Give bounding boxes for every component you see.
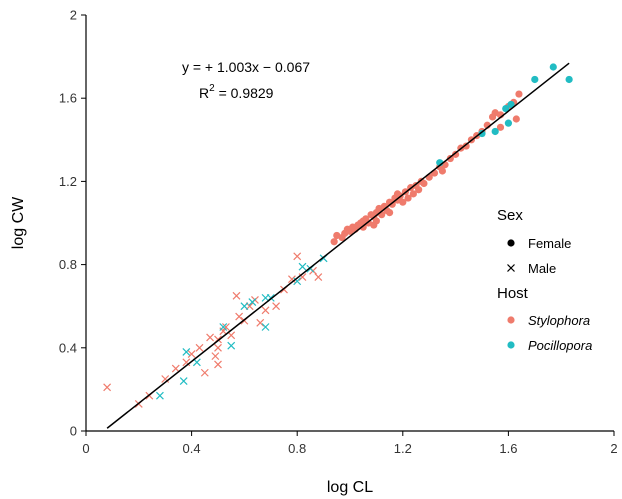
- point-stylophora-female: [386, 209, 394, 217]
- point-pocillopora-female: [507, 100, 515, 109]
- x-tick-label: 0: [82, 441, 89, 456]
- point-pocillopora-male: [240, 302, 249, 311]
- point-pocillopora-female: [504, 119, 512, 127]
- y-tick-label: 0.8: [59, 257, 77, 272]
- point-stylophora-male: [171, 364, 180, 373]
- x-tick-label: 0.4: [183, 441, 201, 456]
- point-stylophora-female: [415, 186, 423, 194]
- point-stylophora-male: [206, 333, 215, 342]
- point-pocillopora-female: [531, 75, 539, 84]
- point-pocillopora-female: [565, 75, 573, 84]
- point-stylophora-male: [298, 273, 307, 282]
- point-pocillopora-female: [491, 127, 499, 136]
- point-stylophora-female: [512, 115, 520, 123]
- point-stylophora-male: [235, 312, 244, 321]
- point-stylophora-male: [200, 368, 209, 377]
- point-stylophora-female: [409, 190, 417, 198]
- y-tick-label: 0: [70, 424, 77, 439]
- legend-female-marker: [507, 239, 515, 247]
- point-pocillopora-male: [227, 341, 236, 350]
- point-pocillopora-male: [261, 323, 270, 331]
- point-pocillopora-female: [478, 129, 486, 138]
- x-tick-label: 1.2: [394, 441, 412, 456]
- point-stylophora-female: [420, 179, 428, 188]
- point-pocillopora-female: [549, 63, 557, 71]
- tick-group: 0 0.4 0.8 1.2 1.6 2 0 0.4 0.8 1.2 1.6 2: [59, 8, 618, 457]
- x-tick-label: 0.8: [288, 441, 306, 456]
- point-stylophora-male: [232, 291, 241, 300]
- point-stylophora-male: [214, 360, 222, 369]
- point-stylophora-male: [293, 252, 302, 261]
- regression-annotation: y = + 1.003x − 0.067 R2 = 0.9829: [182, 59, 310, 101]
- point-pocillopora-male: [248, 298, 257, 306]
- point-stylophora-male: [214, 343, 222, 352]
- data-points: [103, 63, 573, 408]
- point-stylophora-female: [388, 200, 396, 208]
- point-stylophora-male: [287, 275, 296, 284]
- legend-male-label: Male: [528, 261, 556, 276]
- point-stylophora-male: [221, 323, 230, 331]
- point-stylophora-female: [446, 154, 454, 163]
- r-squared-label: R2 = 0.9829: [199, 83, 274, 101]
- point-stylophora-female: [399, 198, 407, 206]
- point-stylophora-male: [103, 383, 112, 392]
- axes: [85, 15, 614, 432]
- legend-sex-title: Sex: [497, 207, 523, 224]
- legend-male-marker: [507, 264, 515, 272]
- point-pocillopora-male: [182, 348, 191, 356]
- point-stylophora-male: [211, 352, 220, 361]
- point-stylophora-female: [515, 90, 523, 98]
- point-stylophora-male: [256, 318, 265, 327]
- point-pocillopora-male: [155, 391, 164, 400]
- equation-label: y = + 1.003x − 0.067: [182, 59, 310, 75]
- point-stylophora-male: [272, 302, 281, 311]
- point-stylophora-female: [452, 150, 460, 158]
- legend-stylophora-marker: [507, 316, 515, 324]
- point-stylophora-male: [195, 343, 204, 352]
- x-tick-label: 1.6: [499, 441, 517, 456]
- x-axis-title: log CL: [327, 479, 373, 496]
- point-pocillopora-female: [502, 105, 510, 113]
- point-stylophora-female: [462, 142, 470, 150]
- legend-pocillopora-label: Pocillopora: [528, 338, 592, 353]
- y-tick-label: 1.2: [59, 174, 77, 189]
- regression-line: [106, 62, 570, 429]
- point-pocillopora-male: [219, 323, 228, 331]
- point-stylophora-female: [438, 167, 446, 175]
- point-stylophora-male: [314, 273, 323, 282]
- legend-stylophora-label: Stylophora: [528, 313, 590, 328]
- point-stylophora-male: [187, 350, 196, 358]
- point-stylophora-male: [261, 306, 270, 315]
- point-stylophora-female: [430, 169, 439, 177]
- legend-host-title: Host: [497, 285, 529, 302]
- legend-female-label: Female: [528, 236, 571, 251]
- legend: Sex Female Male Host Stylophora Pocillop…: [497, 207, 592, 353]
- point-pocillopora-male: [293, 277, 302, 286]
- point-stylophora-female: [330, 238, 338, 246]
- point-stylophora-female: [404, 194, 412, 202]
- point-pocillopora-male: [179, 377, 188, 386]
- legend-pocillopora-marker: [507, 341, 515, 349]
- point-pocillopora-male: [298, 262, 307, 271]
- y-axis-title: log CW: [10, 196, 27, 249]
- x-tick-label: 2: [610, 441, 617, 456]
- point-stylophora-female: [496, 123, 505, 131]
- point-stylophora-female: [370, 221, 378, 229]
- y-tick-label: 0.4: [59, 340, 77, 355]
- y-tick-label: 2: [70, 8, 77, 23]
- y-tick-label: 1.6: [59, 91, 77, 106]
